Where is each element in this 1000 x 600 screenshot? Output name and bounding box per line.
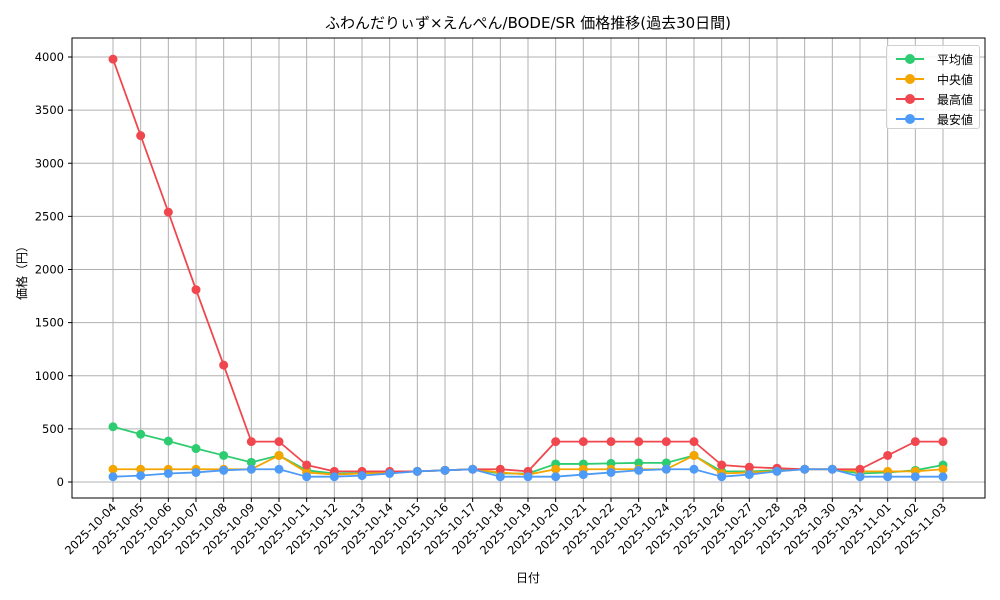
- data-point-marker: [108, 422, 118, 432]
- data-point-marker: [163, 469, 173, 478]
- y-tick-label: 1500: [35, 316, 64, 330]
- data-point-marker: [191, 467, 201, 477]
- data-point-marker: [136, 471, 146, 481]
- legend-label: 最高値: [937, 93, 974, 107]
- data-point-marker: [219, 360, 229, 370]
- data-point-marker: [910, 472, 920, 482]
- data-series: [108, 54, 948, 482]
- legend: 平均値 中央値 最高値 最安値: [886, 45, 980, 129]
- legend-item-max: 最高値: [893, 89, 977, 109]
- data-point-marker: [495, 472, 505, 482]
- data-point-marker: [606, 467, 616, 477]
- data-point-marker: [302, 460, 312, 470]
- y-axis-label: 価格（円）: [14, 240, 29, 300]
- grid-lines: [72, 38, 985, 498]
- y-tick-label: 1000: [35, 369, 64, 383]
- legend-marker-icon: [905, 74, 915, 84]
- y-tick-label: 2000: [35, 263, 64, 277]
- chart-title: ふわんだりぃず×えんぺん/BODE/SR 価格推移(過去30日間): [324, 14, 732, 32]
- legend-label: 中央値: [937, 73, 974, 87]
- data-point-marker: [551, 437, 561, 447]
- legend-marker-icon: [905, 114, 915, 124]
- data-point-marker: [772, 466, 782, 476]
- data-point-marker: [606, 437, 616, 447]
- legend-item-median: 中央値: [893, 69, 977, 89]
- data-point-marker: [661, 458, 671, 468]
- data-point-marker: [744, 470, 754, 480]
- data-point-marker: [938, 437, 948, 447]
- data-point-marker: [855, 464, 865, 474]
- y-tick-label: 0: [57, 475, 64, 489]
- data-point-marker: [246, 457, 256, 467]
- data-point-marker: [800, 464, 810, 474]
- data-point-marker: [661, 464, 671, 474]
- data-point-marker: [274, 450, 284, 460]
- y-axis-ticks: 0 500 1000 1500 2000 2500 3000 3500 4000: [35, 50, 72, 489]
- x-axis-label: 日付: [516, 571, 540, 585]
- data-point-marker: [274, 437, 284, 447]
- data-point-marker: [717, 472, 727, 482]
- legend-marker-icon: [905, 94, 915, 104]
- data-point-marker: [634, 458, 644, 468]
- data-point-marker: [385, 469, 395, 478]
- data-point-marker: [412, 466, 422, 476]
- data-point-marker: [717, 460, 727, 470]
- y-tick-label: 4000: [35, 50, 64, 64]
- data-point-marker: [246, 437, 256, 447]
- data-point-marker: [163, 207, 173, 217]
- data-point-marker: [495, 464, 505, 474]
- data-point-marker: [855, 472, 865, 482]
- data-point-marker: [108, 464, 118, 474]
- data-point-marker: [827, 464, 837, 474]
- data-point-marker: [634, 465, 644, 475]
- data-point-marker: [883, 472, 893, 482]
- y-tick-label: 3000: [35, 156, 64, 170]
- data-point-marker: [108, 54, 118, 64]
- data-point-marker: [689, 464, 699, 474]
- data-point-marker: [302, 472, 312, 482]
- data-point-marker: [163, 436, 173, 446]
- legend-item-average: 平均値: [893, 49, 977, 69]
- y-tick-label: 3500: [35, 103, 64, 117]
- data-point-marker: [136, 131, 146, 141]
- data-point-marker: [523, 472, 533, 482]
- data-point-marker: [136, 429, 146, 439]
- data-point-marker: [578, 470, 588, 480]
- data-point-marker: [440, 465, 450, 475]
- legend-label: 平均値: [937, 53, 974, 67]
- data-point-marker: [938, 472, 948, 482]
- data-point-marker: [661, 437, 671, 447]
- data-point-marker: [191, 285, 201, 295]
- data-point-marker: [468, 464, 478, 474]
- y-tick-label: 2500: [35, 209, 64, 223]
- data-point-marker: [689, 437, 699, 447]
- data-point-marker: [938, 464, 948, 474]
- data-point-marker: [136, 464, 146, 474]
- data-point-marker: [108, 472, 118, 482]
- legend-item-min: 最安値: [893, 109, 977, 129]
- data-point-marker: [689, 450, 699, 460]
- data-point-marker: [329, 472, 339, 482]
- data-point-marker: [357, 471, 367, 481]
- data-point-marker: [634, 437, 644, 447]
- legend-marker-icon: [905, 54, 915, 64]
- data-point-marker: [246, 464, 256, 474]
- data-point-marker: [551, 464, 561, 474]
- data-point-marker: [578, 437, 588, 447]
- legend-label: 最安値: [937, 113, 974, 127]
- data-point-marker: [219, 450, 229, 460]
- x-axis-ticks: 2025-10-042025-10-052025-10-062025-10-07…: [62, 498, 949, 557]
- data-point-marker: [191, 444, 201, 454]
- data-point-marker: [883, 450, 893, 460]
- data-point-marker: [551, 472, 561, 482]
- data-point-marker: [219, 465, 229, 475]
- y-tick-label: 500: [42, 422, 64, 436]
- data-point-marker: [910, 437, 920, 447]
- data-point-marker: [744, 462, 754, 472]
- data-point-marker: [274, 464, 284, 474]
